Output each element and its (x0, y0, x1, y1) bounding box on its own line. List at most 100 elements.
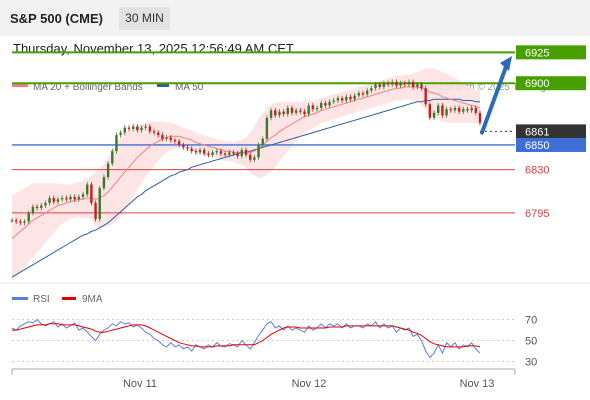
x-tick-label: Nov 12 (292, 378, 327, 390)
candle-body (248, 154, 252, 160)
candle-body (194, 151, 198, 153)
candle-body (23, 221, 26, 223)
candle-body (232, 152, 235, 154)
legend-rsi-label: RSI (33, 294, 50, 305)
candle-body (416, 84, 419, 87)
candle-body (140, 127, 143, 131)
candle-body (94, 203, 97, 220)
candle-body (169, 137, 172, 141)
candle-body (136, 126, 139, 131)
level-label-6900: 6900 (525, 78, 549, 90)
candle-body (186, 147, 189, 149)
candle-body (148, 126, 152, 132)
candle-body (77, 196, 81, 200)
candle-body (411, 81, 415, 87)
legend-ma20-label: MA 20 + Bollinger Bands (33, 82, 143, 93)
legend-rsi-swatch (12, 297, 28, 300)
candle-body (236, 153, 239, 157)
candle-body (462, 109, 465, 112)
candle-body (311, 105, 315, 110)
candle-body (336, 98, 340, 101)
candle-body (228, 152, 231, 155)
candle-body (391, 81, 394, 85)
candle-body (52, 198, 55, 202)
candle-body (27, 212, 30, 222)
rsi-tick-30: 30 (525, 357, 537, 369)
candle-body (119, 132, 122, 136)
candle-body (60, 198, 64, 200)
candle-body (90, 184, 93, 204)
level-label-6925: 6925 (525, 47, 549, 59)
level-label-6830: 6830 (525, 165, 549, 177)
candle-body (98, 188, 101, 220)
rsi-ma-line (12, 323, 481, 348)
candle-body (115, 135, 118, 152)
candle-body (207, 153, 210, 155)
level-tag-6861 (516, 124, 586, 139)
candle-body (349, 96, 352, 100)
candle-body (102, 177, 106, 189)
candle-body (35, 206, 39, 208)
candle-body (81, 194, 85, 197)
top-bar: S&P 500 (CME) 30 MIN (0, 0, 590, 36)
candle-body (378, 84, 381, 87)
candle-body (152, 131, 156, 133)
candle-body (274, 110, 277, 116)
candle-body (223, 153, 227, 155)
projection-arrow-head (500, 56, 512, 72)
candle-body (370, 88, 373, 91)
candle-body (269, 110, 273, 118)
candle-body (56, 199, 60, 202)
candle-body (445, 109, 448, 116)
candle-body (219, 151, 223, 154)
candle-body (441, 105, 444, 116)
candle-body (31, 206, 35, 213)
projection-arrow-shaft (480, 62, 509, 135)
candle-body (395, 81, 398, 86)
candle-body (165, 137, 168, 139)
candle-body (111, 151, 114, 164)
candle-body (14, 220, 18, 222)
candle-body (307, 105, 310, 115)
candle-body (69, 196, 72, 200)
candle-body (345, 96, 348, 101)
x-tick-label: Nov 13 (460, 378, 495, 390)
legend-ma50-swatch (157, 84, 169, 87)
candle-body (244, 149, 248, 155)
candle-body (282, 111, 285, 115)
candle-body (437, 105, 440, 113)
candle-body (353, 95, 356, 100)
candle-body (299, 110, 302, 112)
candle-body (265, 117, 269, 139)
candle-body (144, 126, 147, 128)
timeframe-button[interactable]: 30 MIN (119, 7, 170, 30)
candle-body (361, 93, 365, 95)
candle-body (286, 107, 289, 115)
candle-body (73, 196, 76, 200)
candle-body (215, 151, 218, 153)
candle-body (157, 132, 160, 136)
candle-body (261, 138, 264, 145)
x-tick-label: Nov 11 (123, 378, 157, 390)
candle-body (240, 149, 244, 157)
candle-body (40, 205, 43, 208)
credit-text: Research © 2025 Trading Central (432, 82, 581, 93)
level-label-6861: 6861 (525, 126, 549, 138)
rsi-tick-50: 50 (525, 336, 537, 348)
candle-body (203, 149, 206, 154)
candle-body (340, 98, 344, 101)
candle-body (315, 107, 319, 110)
candle-body (424, 88, 427, 105)
legend-9ma-swatch (62, 297, 76, 300)
candle-body (470, 107, 473, 111)
candle-body (332, 100, 335, 102)
candle-body (324, 102, 327, 106)
candle-body (474, 107, 478, 113)
candle-body (303, 111, 306, 115)
candle-body (449, 109, 452, 111)
candle-body (432, 112, 436, 118)
candle-body (382, 83, 386, 87)
level-label-6850: 6850 (525, 140, 549, 152)
legend-ma50-label: MA 50 (175, 82, 204, 93)
